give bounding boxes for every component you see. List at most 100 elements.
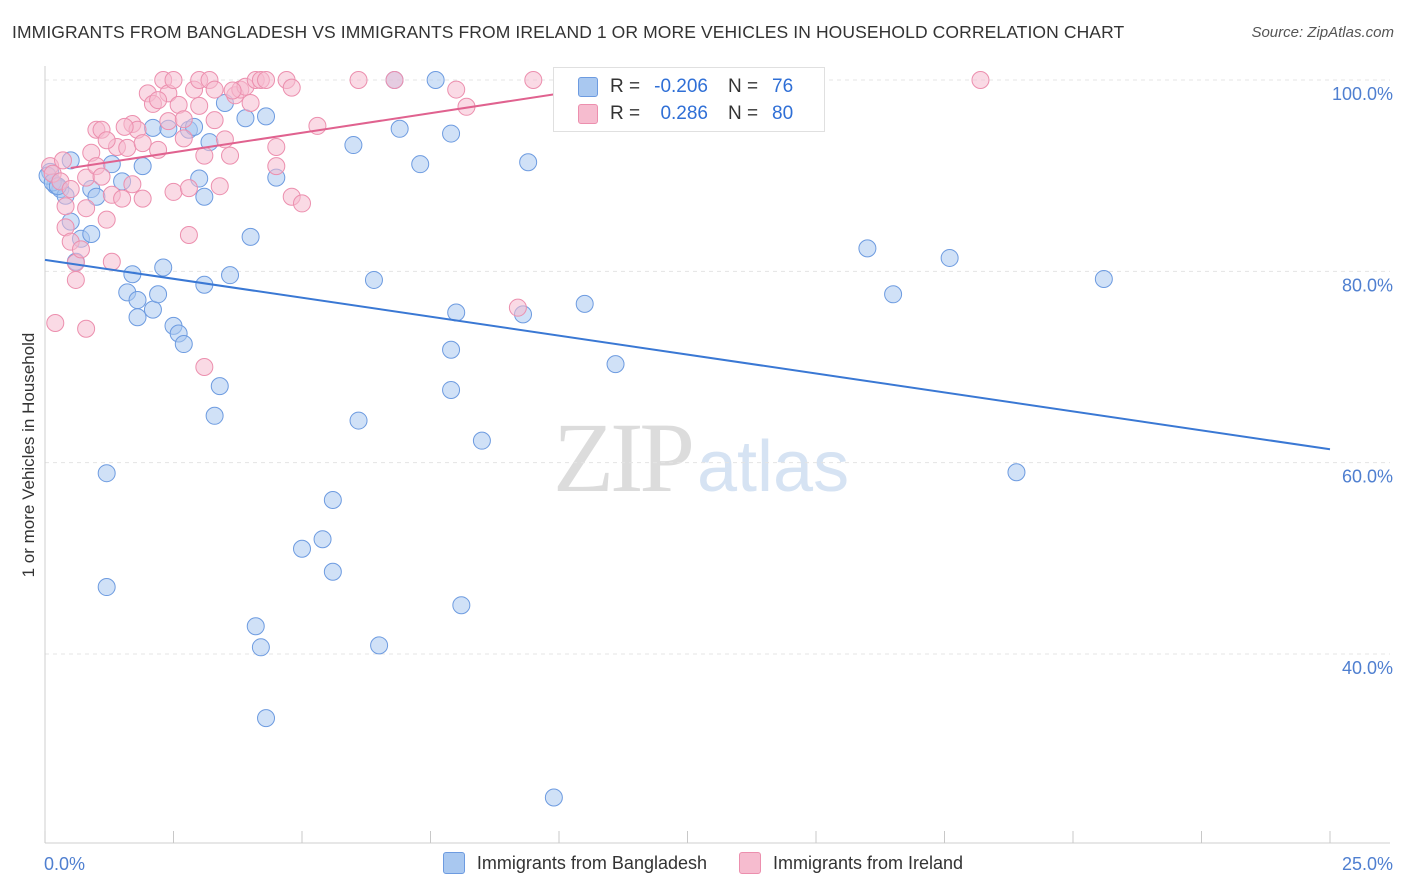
point-bangladesh: [128, 291, 147, 310]
point-bangladesh: [452, 596, 471, 615]
point-bangladesh: [221, 266, 240, 285]
point-ireland: [179, 225, 198, 244]
point-bangladesh: [544, 788, 563, 807]
legend-swatch-pink: [578, 104, 598, 124]
point-bangladesh: [349, 411, 368, 430]
trend-line-bangladesh: [44, 258, 1331, 451]
point-bangladesh: [858, 239, 877, 258]
point-ireland: [179, 179, 198, 198]
tick-labels: 40.0% 60.0% 80.0% 100.0% 0.0% 25.0% 1 or more …: [19, 84, 1393, 874]
legend-item-ireland: Immigrants from Ireland: [739, 852, 963, 874]
legend-r-value: 0.286: [660, 103, 708, 124]
point-ireland: [164, 182, 183, 201]
point-ireland: [195, 146, 214, 165]
point-ireland: [92, 167, 111, 186]
point-bangladesh: [82, 225, 101, 244]
point-ireland: [195, 358, 214, 376]
watermark-atlas: atlas: [697, 427, 850, 507]
point-ireland: [102, 252, 121, 271]
legend-n-value: 80: [772, 103, 794, 124]
point-ireland: [159, 112, 178, 131]
point-bangladesh: [390, 119, 409, 138]
point-bangladesh: [293, 539, 311, 558]
x-tick-label: 25.0%: [1342, 854, 1393, 874]
y-tick-label: 60.0%: [1342, 467, 1393, 487]
point-ireland: [282, 78, 301, 97]
point-ireland: [133, 189, 152, 208]
point-bangladesh: [257, 709, 276, 728]
series-ireland: [41, 71, 990, 376]
point-ireland: [149, 91, 168, 110]
grid-lines: [45, 79, 1390, 655]
point-bangladesh: [143, 300, 162, 319]
source-label: Source: ZipAtlas.com: [1251, 24, 1394, 41]
legend-r-label: R =: [610, 103, 641, 124]
point-bangladesh: [210, 377, 229, 396]
point-ireland: [53, 151, 72, 170]
point-bangladesh: [606, 355, 625, 374]
point-bangladesh: [97, 578, 116, 597]
point-ireland: [123, 175, 142, 194]
point-bangladesh: [323, 562, 342, 581]
point-ireland: [241, 93, 260, 112]
point-bangladesh: [370, 636, 389, 655]
point-ireland: [293, 194, 311, 213]
point-ireland: [205, 80, 224, 99]
point-ireland: [257, 71, 276, 89]
point-ireland: [385, 71, 404, 89]
trend-line-ireland: [70, 84, 611, 170]
point-bangladesh: [205, 406, 224, 425]
legend-r-value: -0.206: [654, 76, 708, 97]
y-axis-title: 1 or more Vehicles in Household: [19, 333, 38, 578]
legend-swatch-blue: [442, 852, 465, 874]
point-ireland: [349, 71, 368, 89]
legend-row-bangladesh: R = -0.206 N = 76: [578, 75, 793, 99]
point-ireland: [447, 80, 466, 99]
point-ireland: [164, 71, 183, 89]
point-ireland: [61, 180, 80, 199]
point-bangladesh: [174, 335, 193, 354]
point-bangladesh: [442, 124, 461, 143]
point-bangladesh: [411, 155, 430, 174]
x-tick-label: 0.0%: [44, 854, 85, 874]
point-bangladesh: [1094, 269, 1113, 288]
legend-n-label: N =: [728, 76, 759, 97]
legend-row-ireland: R = 0.286 N = 80: [578, 102, 793, 126]
point-ireland: [190, 96, 209, 115]
point-ireland: [174, 110, 193, 129]
series-legend: Immigrants from Bangladesh Immigrants fr…: [0, 852, 1406, 874]
point-ireland: [118, 138, 137, 157]
legend-n-label: N =: [728, 103, 759, 124]
point-bangladesh: [149, 285, 168, 304]
point-bangladesh: [236, 109, 255, 128]
point-bangladesh: [128, 308, 147, 327]
series-bangladesh: [38, 71, 1113, 807]
point-bangladesh: [246, 617, 265, 636]
point-bangladesh: [575, 294, 594, 313]
point-bangladesh: [97, 464, 116, 483]
point-ireland: [77, 319, 96, 338]
point-bangladesh: [143, 118, 162, 137]
legend-item-bangladesh: Immigrants from Bangladesh: [442, 852, 707, 874]
point-ireland: [46, 313, 65, 332]
point-ireland: [97, 210, 116, 229]
point-bangladesh: [884, 285, 903, 304]
point-bangladesh: [154, 258, 173, 277]
point-bangladesh: [313, 530, 332, 549]
point-ireland: [77, 199, 96, 218]
point-bangladesh: [442, 340, 461, 359]
point-ireland: [210, 177, 229, 196]
axes: [44, 66, 1390, 844]
trend-lines: [44, 84, 1331, 451]
legend-n-value: 76: [772, 76, 794, 97]
point-bangladesh: [426, 71, 445, 89]
point-bangladesh: [940, 248, 959, 267]
point-bangladesh: [447, 303, 466, 322]
legend-swatch-blue: [578, 77, 598, 97]
y-tick-label: 100.0%: [1332, 84, 1393, 104]
watermark: ZIPatlas: [553, 400, 849, 515]
point-ireland: [97, 131, 116, 150]
point-ireland: [133, 134, 152, 153]
point-ireland: [267, 157, 286, 176]
